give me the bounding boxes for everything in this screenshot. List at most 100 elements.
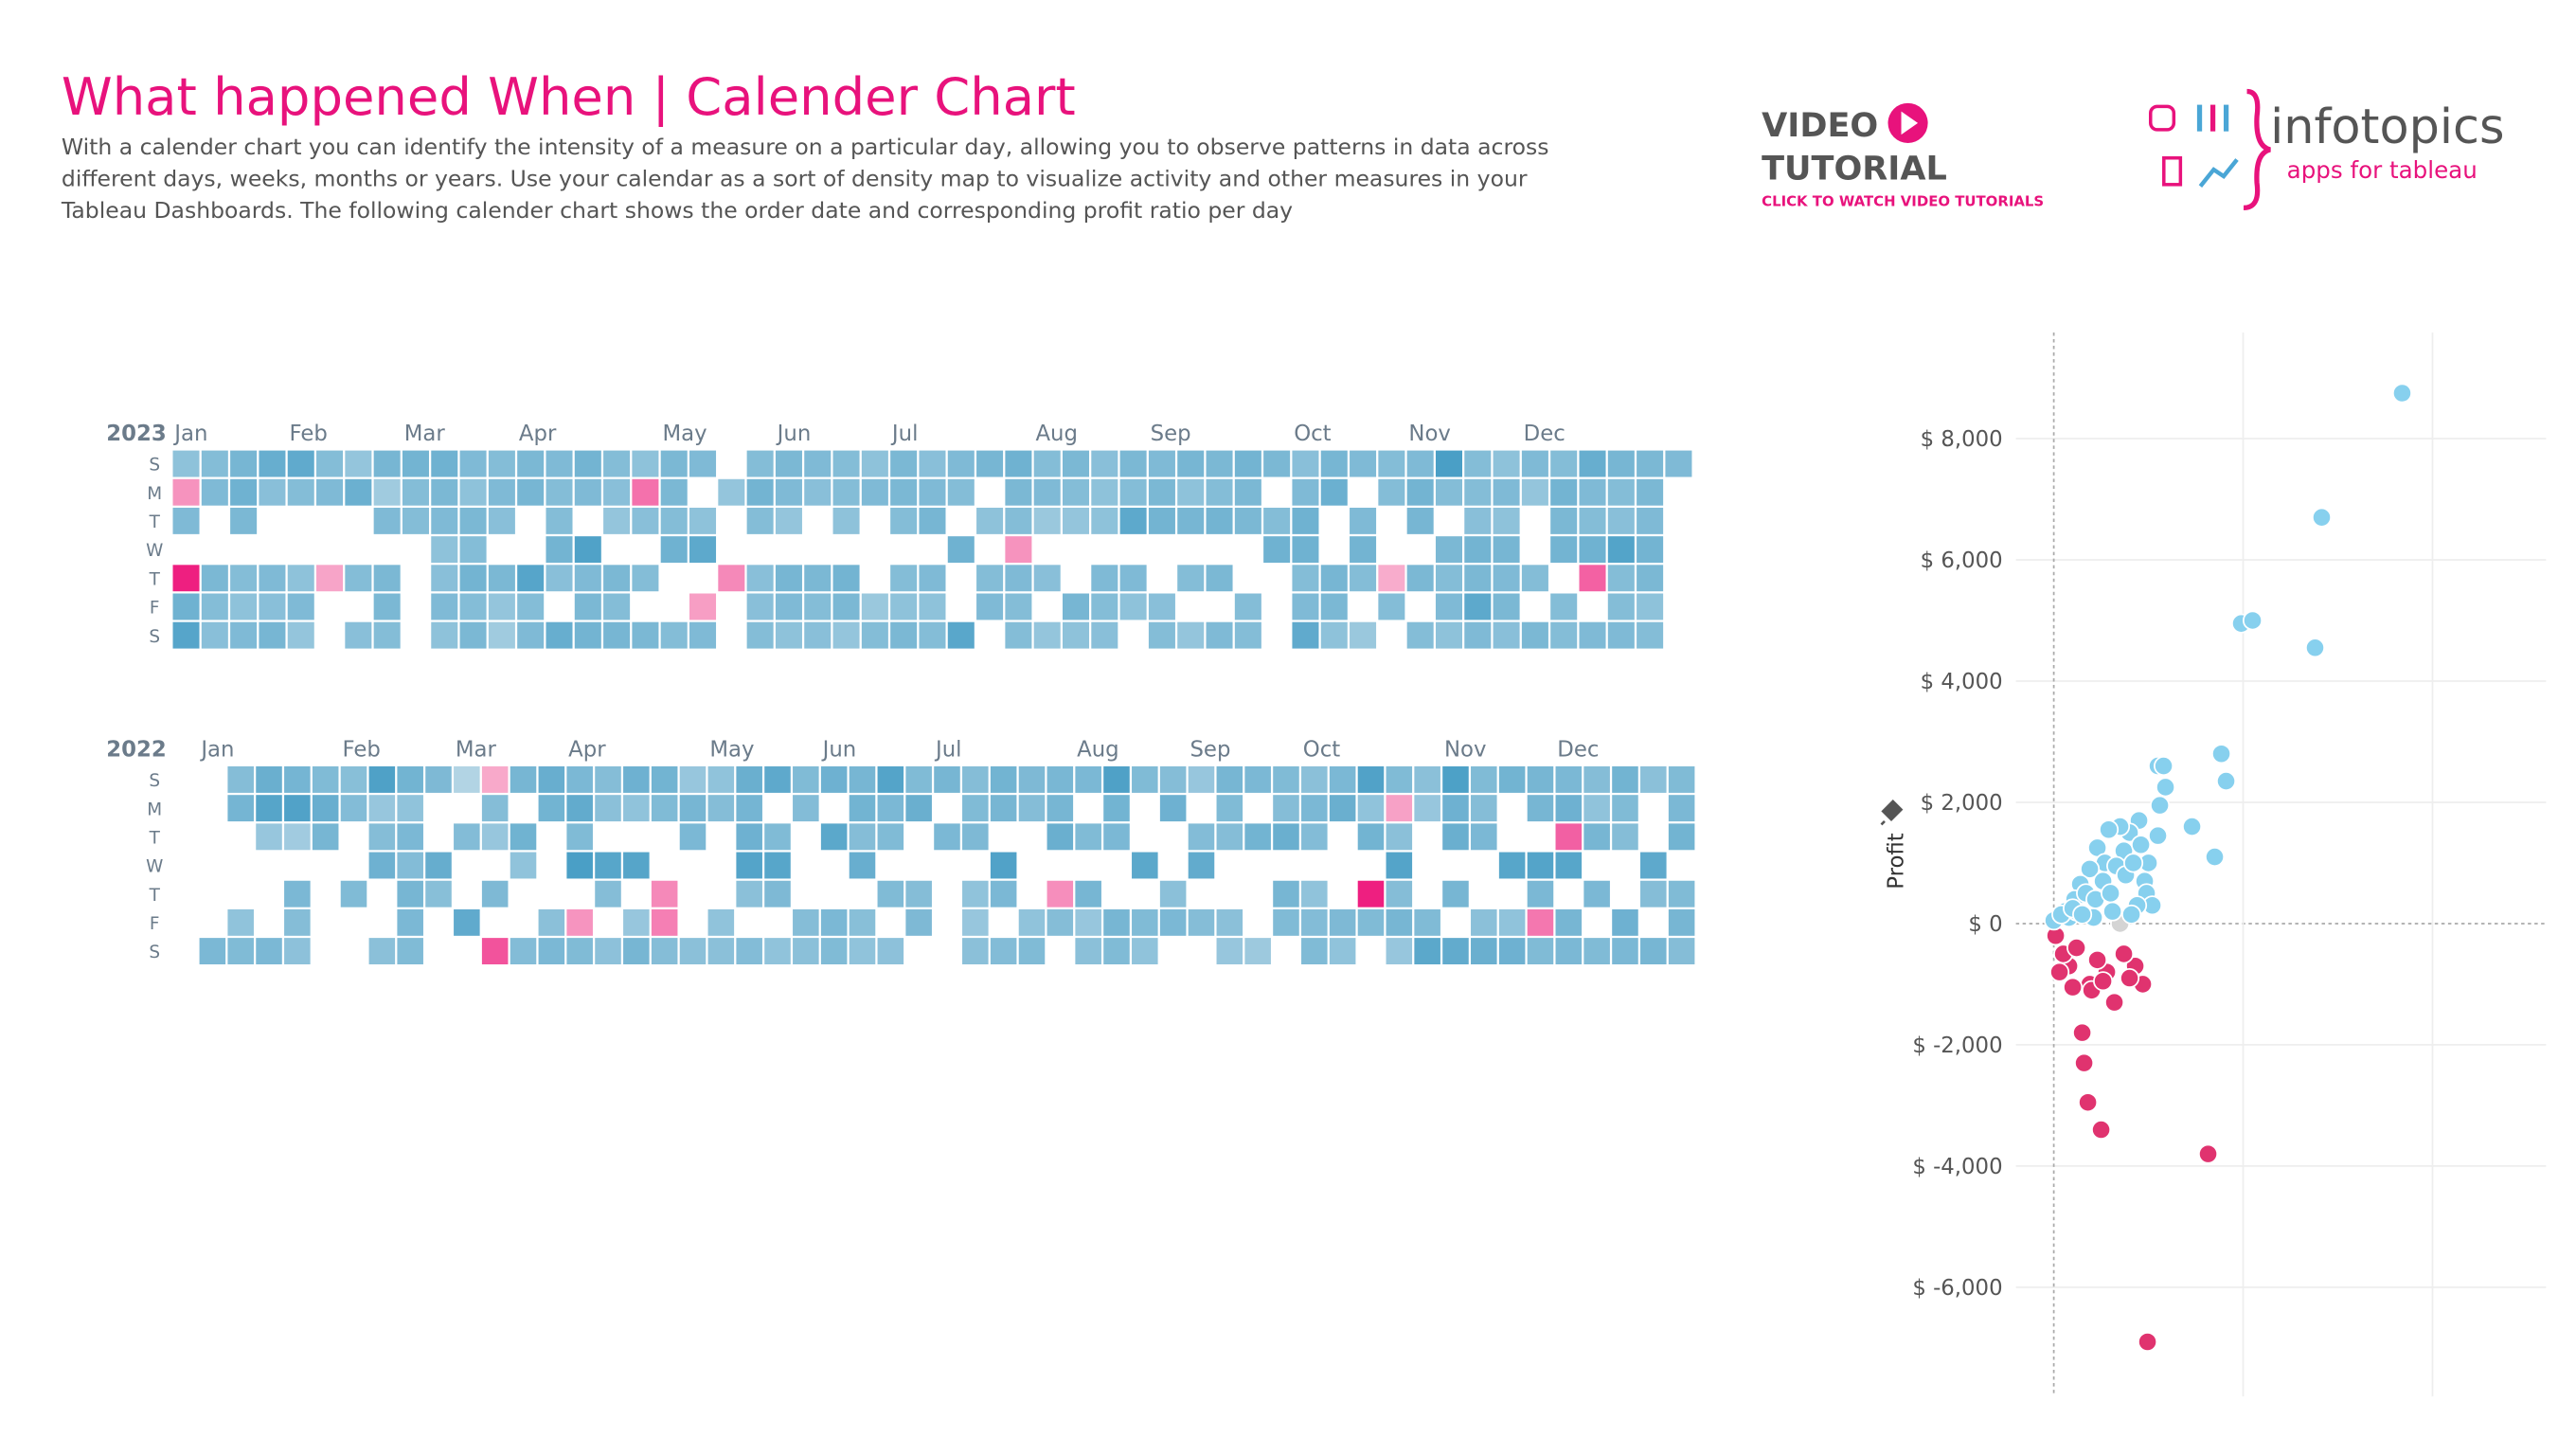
video-tutorial-button[interactable]: VIDEO TUTORIAL CLICK TO WATCH VIDEO TUTO… [1762,102,2044,210]
calendar-cell [227,908,254,936]
calendar-cell [199,938,226,965]
calendar-cell [431,507,458,534]
calendar-cell [1132,938,1158,965]
calendar-cell [1579,565,1606,592]
calendar-cell [373,621,401,649]
calendar-cell [1103,938,1130,965]
calendar-cell [574,478,601,506]
month-label: Apr [568,737,606,762]
calendar-cell [1033,565,1061,592]
calendar-cell [1521,478,1548,506]
calendar-cell [1075,766,1101,793]
scatter-point [2078,1092,2099,1113]
calendar-cell [1292,565,1319,592]
calendar-cell [1406,478,1434,506]
calendar-cell [574,536,601,564]
calendar-cell [804,565,832,592]
calendar-cell [488,565,515,592]
calendar-cell [793,938,819,965]
calendar-cell [919,621,946,649]
calendar-cell [1471,908,1497,936]
calendar-cell [1103,823,1130,851]
calendar-cell [546,565,573,592]
calendar-cell [820,908,848,936]
calendar-cell [1435,450,1462,477]
calendar-cell [849,908,876,936]
calendar-cell [517,565,545,592]
calendar-cell [1273,880,1299,908]
calendar-cell [962,823,989,851]
calendar-cell [632,507,659,534]
calendar-cell [623,938,650,965]
calendar-cell [1607,565,1635,592]
day-label: M [147,800,162,819]
calendar-cell [259,450,286,477]
calendar-cell [1244,823,1271,851]
calendar-cell [1350,450,1377,477]
month-label: Dec [1557,737,1599,762]
calendar-cell [736,823,762,851]
calendar-cell [1406,621,1434,649]
calendar-cell [287,593,314,620]
calendar-cell [1386,880,1413,908]
calendar-cell [1091,593,1118,620]
calendar-cell [1527,908,1554,936]
calendar-cell [1263,507,1291,534]
calendar-cell [1521,450,1548,477]
calendar-cell [373,450,401,477]
tutorial-label: TUTORIAL [1762,150,1947,189]
scatter-point [2104,992,2125,1013]
calendar-cell [947,536,975,564]
calendar-cell [1386,908,1413,936]
calendar-cell [1668,795,1695,822]
calendar-cell [373,507,401,534]
calendar-cell [849,795,876,822]
calendar-cell [230,621,258,649]
calendar-cell [660,478,688,506]
calendar-cell [934,766,960,793]
month-label: May [709,737,754,762]
calendar-cell [595,880,621,908]
scatter-point [2156,777,2176,798]
calendar-cell [566,908,593,936]
calendar-cell [201,450,228,477]
calendar-cell [746,450,774,477]
month-label: Jan [172,422,207,446]
calendar-cell [1159,908,1187,936]
calendar-cell [804,593,832,620]
calendar-cell [1005,507,1032,534]
description: Tableau Dashboards. The following calend… [61,197,1293,224]
calendar-cell [1188,823,1215,851]
calendar-cell [230,507,258,534]
calendar-cell [1329,766,1356,793]
calendar-cell [877,880,904,908]
video-label: VIDEO [1762,106,1878,145]
scatter-point [2211,744,2232,764]
scatter-point [2087,949,2108,970]
calendar-cell [1464,621,1492,649]
calendar-cell [1159,766,1187,793]
calendar-cell [312,795,339,822]
calendar-cell [510,823,537,851]
calendar-cell [316,565,344,592]
calendar-cell [1498,852,1526,879]
calendar-cell [976,593,1004,620]
calendar-cell [1464,478,1492,506]
calendar-cell [1442,823,1469,851]
calendar-cell [919,478,946,506]
day-label: F [150,599,160,619]
calendar-cell [316,478,344,506]
calendar-cell [1075,880,1101,908]
calendar-cell [1033,478,1061,506]
calendar-cell [1583,823,1610,851]
calendar-cell [1018,795,1046,822]
calendar-cell [517,621,545,649]
calendar-cell [919,565,946,592]
calendar-cell [718,478,745,506]
calendar-cell [1046,795,1074,822]
calendar-cell [651,766,678,793]
calendar-cell [962,795,989,822]
scatter-point [2099,819,2120,840]
calendar-cell [1005,536,1032,564]
